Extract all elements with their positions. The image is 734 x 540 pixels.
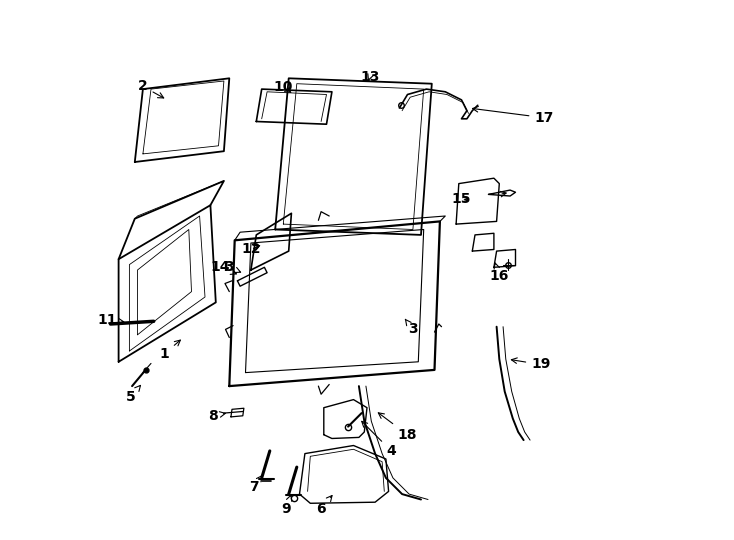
Text: 12: 12 [241, 242, 261, 256]
Text: 1: 1 [159, 340, 181, 361]
Text: 7: 7 [249, 475, 263, 494]
Text: 6: 6 [316, 496, 332, 516]
Text: 5: 5 [126, 386, 140, 404]
Text: 3: 3 [225, 260, 241, 274]
Text: 13: 13 [360, 70, 379, 84]
Text: 8: 8 [208, 409, 225, 423]
Text: 17: 17 [473, 106, 554, 125]
Text: 2: 2 [138, 79, 164, 98]
Text: 16: 16 [490, 263, 509, 284]
Text: 4: 4 [362, 421, 396, 458]
Text: 14: 14 [211, 260, 236, 274]
Text: 11: 11 [97, 313, 124, 327]
Text: 10: 10 [274, 80, 293, 94]
Text: 15: 15 [451, 192, 471, 206]
Text: 19: 19 [512, 357, 550, 372]
Text: 3: 3 [405, 319, 418, 336]
Text: 9: 9 [281, 495, 291, 516]
Text: 18: 18 [378, 413, 417, 442]
